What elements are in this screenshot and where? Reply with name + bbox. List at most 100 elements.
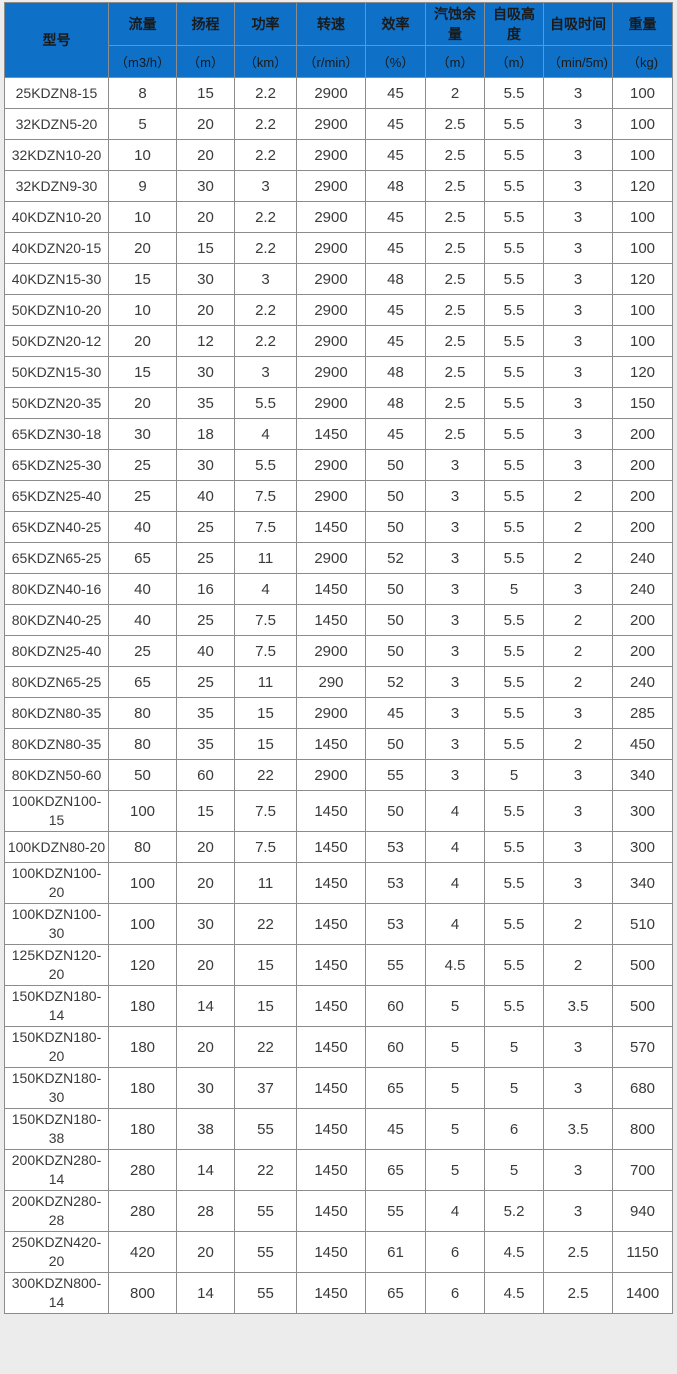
value-cell: 45 [365,232,426,264]
value-cell: 3 [543,862,613,904]
value-cell: 4 [425,1190,485,1232]
value-cell: 2900 [296,697,366,729]
value-cell: 3 [425,604,485,636]
value-cell: 2900 [296,232,366,264]
value-cell: 18 [176,418,235,450]
value-cell: 1450 [296,728,366,760]
value-cell: 1450 [296,1067,366,1109]
value-cell: 2.5 [425,170,485,202]
table-row: 80KDZN25-40 25 40 7.5 2900 50 3 5.5 2 200 [4,635,673,667]
value-cell: 48 [365,170,426,202]
value-cell: 5.5 [484,294,544,326]
value-cell: 55 [234,1108,297,1150]
value-cell: 3 [543,418,613,450]
table-row: 65KDZN65-25 65 25 11 2900 52 3 5.5 2 240 [4,542,673,574]
value-cell: 14 [176,1272,235,1314]
column-header-6: 汽蚀余量 [425,2,485,46]
value-cell: 3 [543,387,613,419]
value-cell: 500 [612,944,673,986]
model-cell: 80KDZN50-60 [4,759,109,791]
value-cell: 2 [543,728,613,760]
value-cell: 61 [365,1231,426,1273]
value-cell: 100 [108,903,177,945]
model-cell: 65KDZN30-18 [4,418,109,450]
table-row: 40KDZN20-15 20 15 2.2 2900 45 2.5 5.5 3 100 [4,232,673,264]
value-cell: 20 [108,232,177,264]
value-cell: 4 [234,573,297,605]
value-cell: 2900 [296,635,366,667]
value-cell: 5.5 [484,604,544,636]
value-cell: 4.5 [425,944,485,986]
value-cell: 570 [612,1026,673,1068]
value-cell: 3 [543,77,613,109]
value-cell: 5.5 [484,418,544,450]
model-cell: 80KDZN80-35 [4,728,109,760]
value-cell: 3 [425,480,485,512]
value-cell: 3 [425,728,485,760]
value-cell: 20 [108,387,177,419]
column-unit-2: （m） [176,45,235,78]
model-cell: 32KDZN10-20 [4,139,109,171]
value-cell: 55 [365,1190,426,1232]
value-cell: 280 [108,1149,177,1191]
value-cell: 3 [543,139,613,171]
value-cell: 3 [543,201,613,233]
value-cell: 5.5 [484,790,544,832]
model-cell: 250KDZN420- 20 [4,1231,109,1273]
model-cell: 50KDZN15-30 [4,356,109,388]
table-body: 25KDZN8-15 8 15 2.2 2900 45 2 5.5 3 100 32KDZN5-20… [4,77,673,1314]
value-cell: 20 [108,325,177,357]
model-cell: 50KDZN20-35 [4,387,109,419]
value-cell: 4 [425,790,485,832]
value-cell: 50 [365,604,426,636]
table-row: 150KDZN180- 30 180 30 37 1450 65 5 5 3 680 [4,1067,673,1109]
value-cell: 420 [108,1231,177,1273]
value-cell: 3 [543,697,613,729]
value-cell: 5.5 [484,480,544,512]
value-cell: 22 [234,1026,297,1068]
value-cell: 3 [543,108,613,140]
value-cell: 100 [612,77,673,109]
value-cell: 5.5 [484,862,544,904]
model-cell: 100KDZN100- 30 [4,903,109,945]
model-cell: 200KDZN280- 14 [4,1149,109,1191]
value-cell: 6 [484,1108,544,1150]
value-cell: 5.5 [484,635,544,667]
value-cell: 22 [234,759,297,791]
model-cell: 150KDZN180- 14 [4,985,109,1027]
value-cell: 2.5 [425,325,485,357]
value-cell: 2 [543,903,613,945]
value-cell: 38 [176,1108,235,1150]
value-cell: 2.2 [234,232,297,264]
value-cell: 40 [108,511,177,543]
model-cell: 40KDZN20-15 [4,232,109,264]
column-header-7: 自吸高度 [484,2,544,46]
value-cell: 65 [365,1067,426,1109]
value-cell: 20 [176,294,235,326]
value-cell: 100 [612,294,673,326]
column-header-5: 效率 [365,2,426,46]
table-row: 100KDZN100- 20 100 20 11 1450 53 4 5.5 3 340 [4,862,673,904]
column-unit-5: （%） [365,45,426,78]
table-row: 50KDZN20-35 20 35 5.5 2900 48 2.5 5.5 3 150 [4,387,673,419]
value-cell: 53 [365,862,426,904]
value-cell: 3 [543,831,613,863]
value-cell: 2900 [296,77,366,109]
value-cell: 1450 [296,1149,366,1191]
value-cell: 1450 [296,944,366,986]
value-cell: 15 [176,790,235,832]
model-cell: 65KDZN25-30 [4,449,109,481]
model-cell: 65KDZN40-25 [4,511,109,543]
value-cell: 100 [612,108,673,140]
value-cell: 5.5 [484,387,544,419]
model-cell: 65KDZN65-25 [4,542,109,574]
model-cell: 50KDZN20-12 [4,325,109,357]
value-cell: 10 [108,294,177,326]
value-cell: 2.5 [425,201,485,233]
value-cell: 52 [365,666,426,698]
value-cell: 700 [612,1149,673,1191]
value-cell: 2900 [296,201,366,233]
value-cell: 200 [612,635,673,667]
value-cell: 1450 [296,604,366,636]
value-cell: 5.5 [484,201,544,233]
